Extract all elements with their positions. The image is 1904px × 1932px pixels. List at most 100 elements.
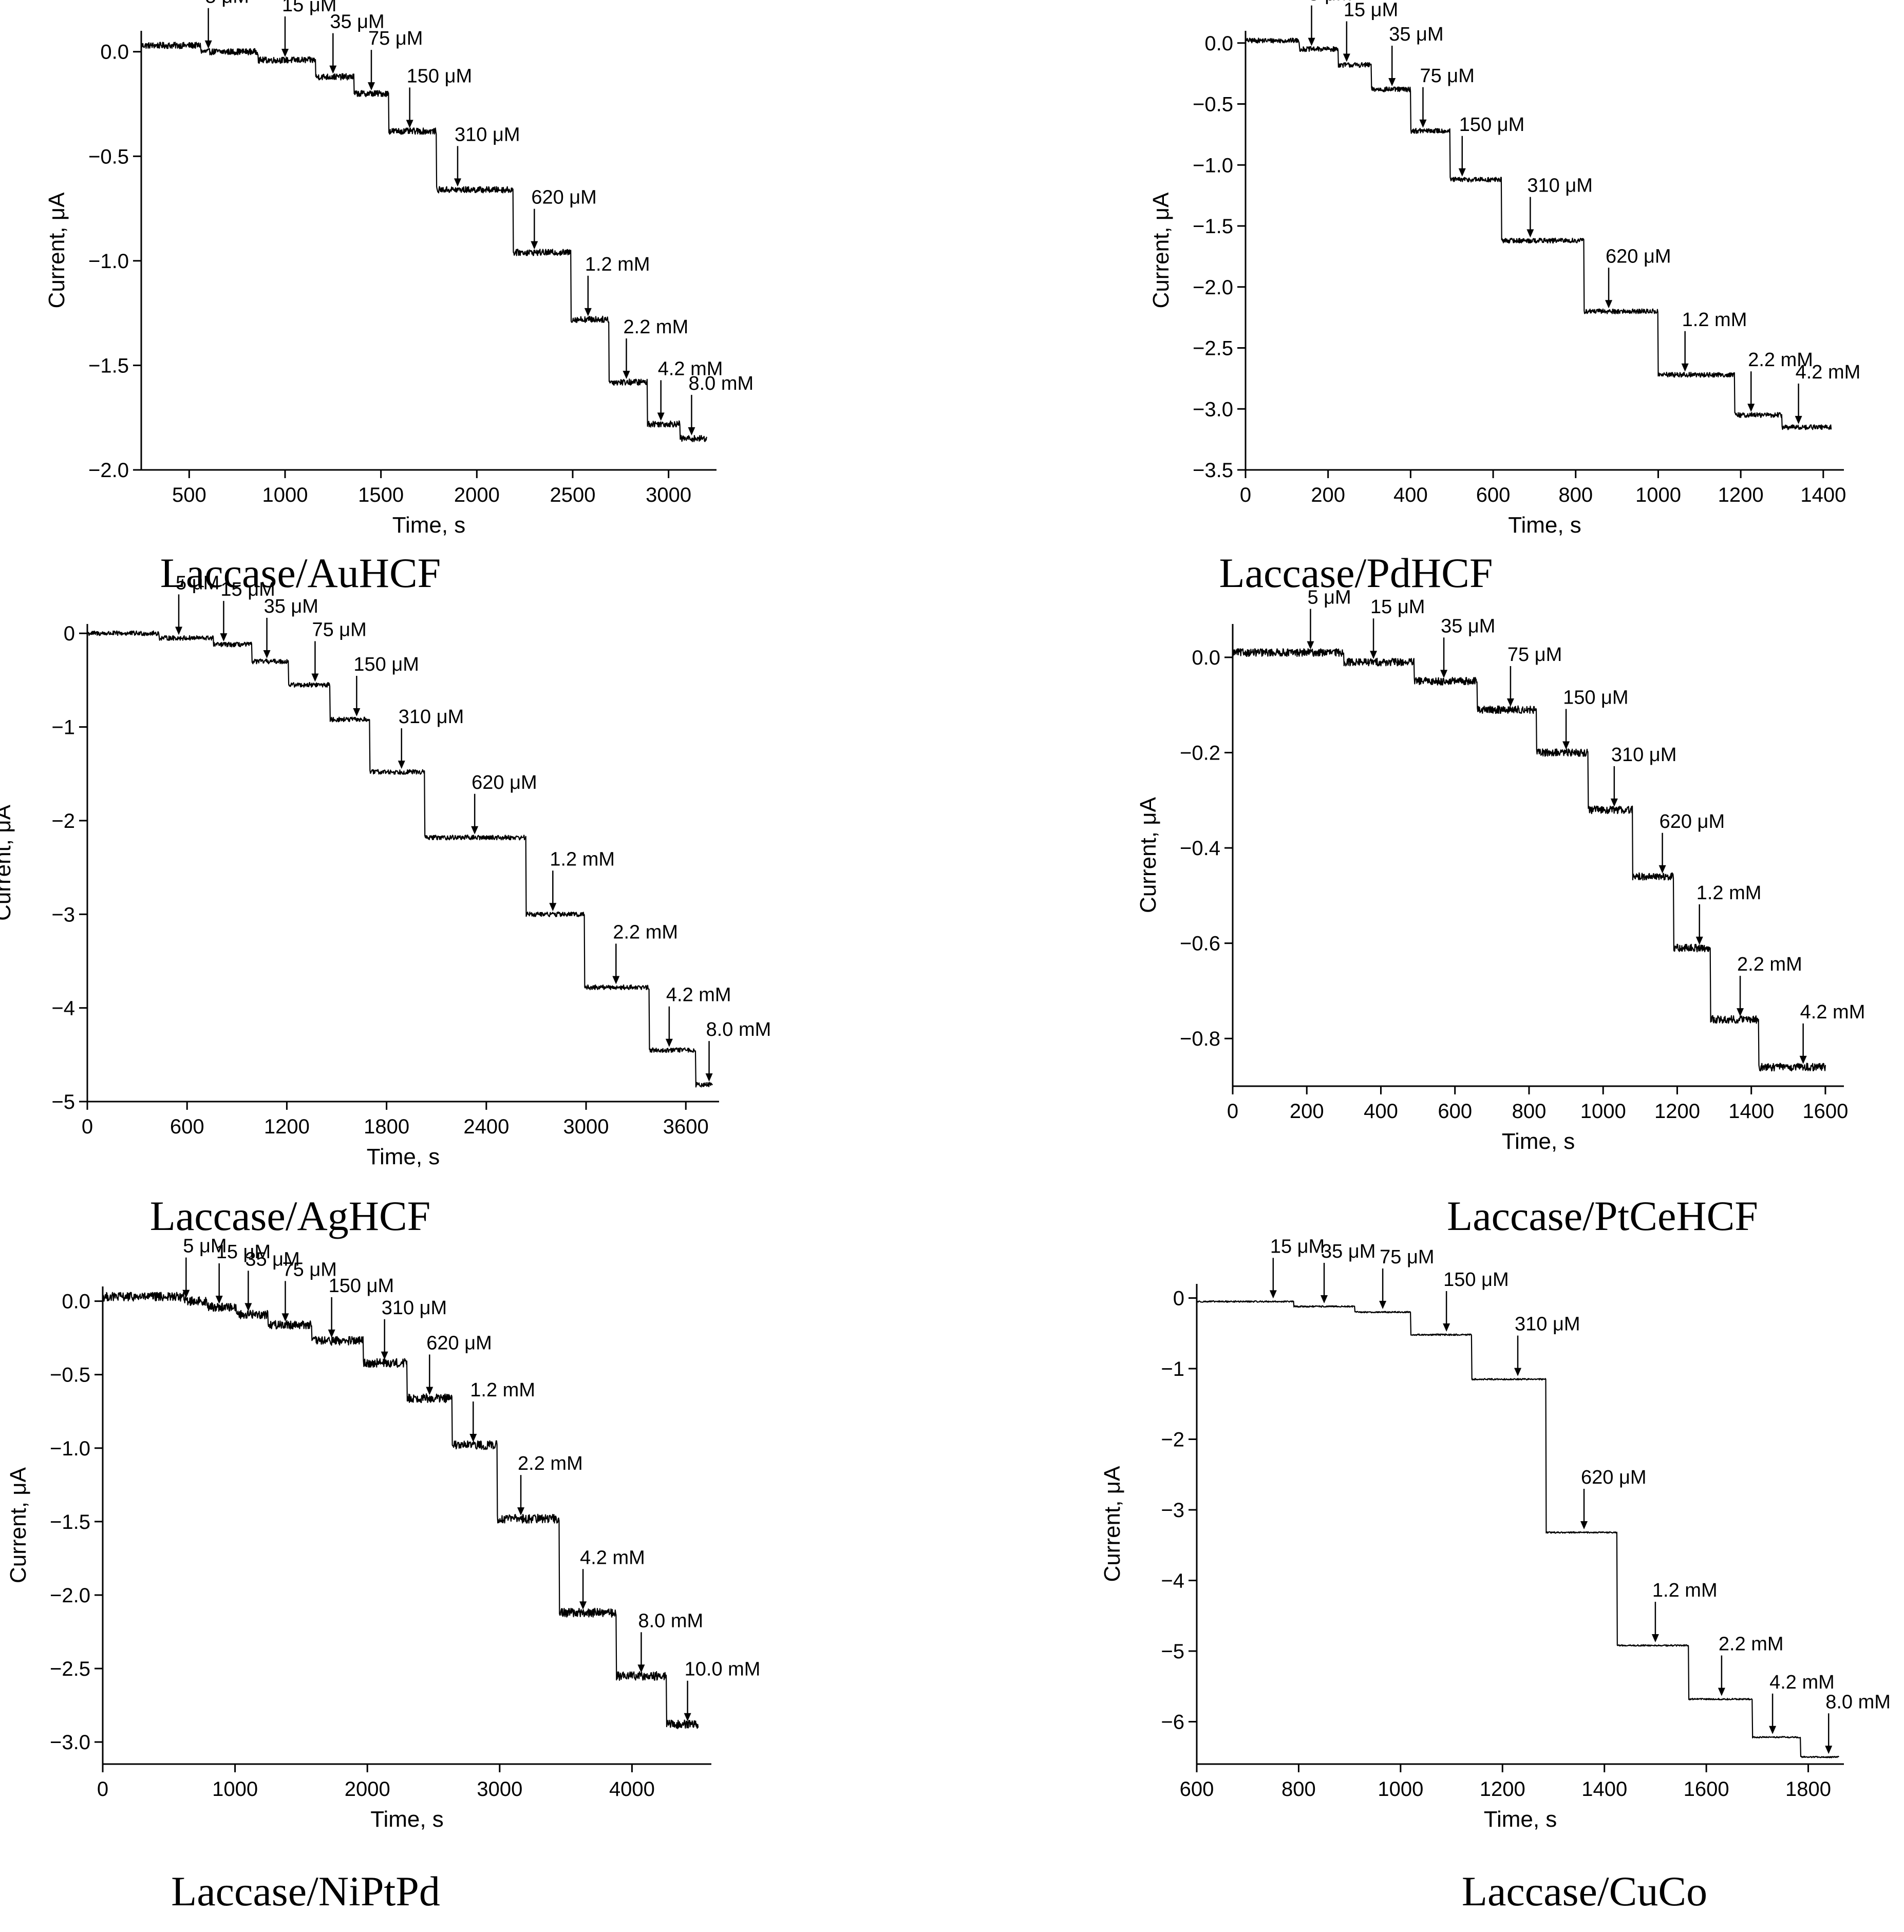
x-tick-label: 400	[1364, 1100, 1398, 1123]
annotation-arrow-head	[353, 708, 361, 716]
concentration-annotation: 2.2 mM	[1718, 1634, 1784, 1696]
y-axis-title: Current, μA	[44, 192, 69, 309]
x-tick-label: 3000	[477, 1778, 522, 1801]
annotation-label: 1.2 mM	[1682, 309, 1747, 331]
annotation-arrow-head	[469, 1434, 477, 1443]
concentration-annotation: 1.2 mM	[1681, 309, 1747, 372]
x-tick-label: 200	[1311, 484, 1345, 506]
annotation-arrow-head	[684, 1713, 691, 1721]
annotation-arrow-head	[368, 82, 375, 91]
annotation-label: 15 μM	[220, 579, 275, 600]
y-tick-label: 0.0	[1192, 647, 1220, 669]
annotation-label: 2.2 mM	[1737, 954, 1802, 975]
concentration-annotation: 4.2 mM	[1795, 362, 1861, 424]
y-tick-label: −3	[1161, 1499, 1184, 1522]
y-tick-label: −0.5	[1193, 93, 1233, 116]
x-tick-label: 1000	[1378, 1778, 1423, 1801]
annotation-label: 5 μM	[205, 0, 249, 8]
concentration-annotation: 35 μM	[1388, 24, 1444, 86]
concentration-annotation: 2.2 mM	[1737, 954, 1802, 1017]
y-tick-label: −5	[51, 1091, 75, 1113]
chart-ptcehcf: 0 200 400 600 800 1000 1200 1400 1600 0.0 −0.2 −0.4…	[1136, 587, 1865, 1154]
concentration-annotation: 4.2 mM	[657, 358, 723, 421]
concentration-annotation: 1.2 mM	[469, 1379, 535, 1443]
concentration-annotation: 2.2 mM	[1747, 349, 1813, 412]
concentration-annotation: 4.2 mM	[665, 984, 731, 1047]
annotation-label: 310 μM	[1515, 1314, 1580, 1335]
annotation-arrow-head	[215, 1296, 223, 1304]
y-tick-label: 0	[1173, 1287, 1184, 1310]
annotation-label: 75 μM	[1507, 644, 1562, 666]
x-tick-label: 1000	[212, 1778, 258, 1801]
y-tick-label: −2.0	[1193, 276, 1233, 299]
concentration-annotation: 5 μM	[204, 0, 249, 49]
annotation-arrow-head	[665, 1038, 673, 1047]
annotation-label: 4.2 mM	[666, 984, 731, 1006]
annotation-label: 1.2 mM	[1696, 882, 1762, 904]
x-tick-label: 2000	[454, 484, 500, 506]
annotation-arrow-head	[454, 178, 461, 187]
x-tick-label: 3600	[663, 1115, 709, 1138]
x-axis-title: Time, s	[367, 1144, 440, 1169]
y-tick-label: −0.5	[50, 1364, 90, 1387]
concentration-annotation: 2.2 mM	[612, 922, 678, 984]
concentration-annotation: 5 μM	[182, 1236, 227, 1298]
chart-auhcf: 500 1000 1500 2000 2500 3000 0.0 −0.5 −1.0 −1.5 −2…	[44, 0, 753, 538]
annotation-arrow-head	[311, 673, 319, 682]
annotation-arrow-head	[329, 65, 337, 74]
annotation-arrow-head	[1370, 651, 1378, 659]
x-tick-label: 1000	[262, 484, 308, 506]
x-tick-label: 2500	[550, 484, 596, 506]
annotation-arrow-head	[705, 1073, 713, 1082]
x-tick-label: 4000	[609, 1778, 655, 1801]
current-trace	[87, 630, 713, 1088]
chart-aghcf: 0 600 1200 1800 2400 3000 3600 0 −1 −2 −3 −4 −5 Time,…	[0, 572, 771, 1169]
y-tick-label: −2.5	[1193, 337, 1233, 360]
concentration-annotation: 8.0 mM	[637, 1610, 703, 1673]
annotation-arrow-head	[1695, 936, 1703, 945]
x-tick-label: 1500	[358, 484, 404, 506]
annotation-arrow-head	[1388, 78, 1396, 86]
concentration-annotation: 310 μM	[454, 124, 520, 187]
x-tick-label: 800	[1281, 1778, 1316, 1801]
annotation-arrow-head	[1562, 741, 1570, 750]
concentration-annotation: 1.2 mM	[1651, 1580, 1718, 1642]
x-tick-label: 3000	[563, 1115, 609, 1138]
x-axis-title: Time, s	[1508, 513, 1581, 538]
current-trace	[1196, 1300, 1840, 1758]
y-tick-label: −0.6	[1180, 933, 1220, 955]
x-tick-label: 1800	[364, 1115, 409, 1138]
annotation-label: 150 μM	[1563, 687, 1629, 709]
annotation-arrow-head	[1307, 641, 1314, 650]
annotation-arrow-head	[1526, 229, 1534, 238]
concentration-annotation: 75 μM	[368, 28, 423, 91]
caption-niptpd: Laccase/NiPtPd	[171, 1868, 440, 1915]
concentration-annotation: 150 μM	[353, 654, 419, 716]
caption-auhcf: Laccase/AuHCF	[160, 550, 441, 596]
concentration-annotation: 15 μM	[215, 1241, 271, 1304]
y-tick-label: −0.8	[1180, 1028, 1220, 1050]
annotation-label: 1.2 mM	[585, 254, 650, 275]
concentration-annotation: 620 μM	[1658, 811, 1725, 874]
x-tick-label: 1400	[1800, 484, 1846, 506]
y-tick-label: 0	[64, 622, 75, 645]
concentration-annotation: 5 μM	[1308, 0, 1352, 46]
y-tick-label: −1	[51, 716, 75, 739]
annotation-arrow-head	[1343, 53, 1350, 62]
y-tick-label: 0.0	[62, 1291, 90, 1313]
annotation-label: 5 μM	[1309, 0, 1352, 5]
x-tick-label: 0	[1227, 1100, 1238, 1123]
annotation-label: 35 μM	[245, 1248, 299, 1270]
x-tick-label: 600	[1476, 484, 1511, 506]
annotation-label: 35 μM	[1441, 615, 1495, 637]
x-tick-label: 1400	[1581, 1778, 1627, 1801]
x-tick-label: 600	[170, 1115, 204, 1138]
current-trace	[102, 1292, 699, 1730]
x-axis-title: Time, s	[1502, 1129, 1575, 1154]
annotation-label: 4.2 mM	[1796, 362, 1861, 383]
annotation-label: 4.2 mM	[1800, 1001, 1865, 1023]
y-tick-label: −4	[1161, 1570, 1184, 1593]
concentration-annotation: 35 μM	[1440, 615, 1495, 678]
x-tick-label: 1200	[264, 1115, 310, 1138]
